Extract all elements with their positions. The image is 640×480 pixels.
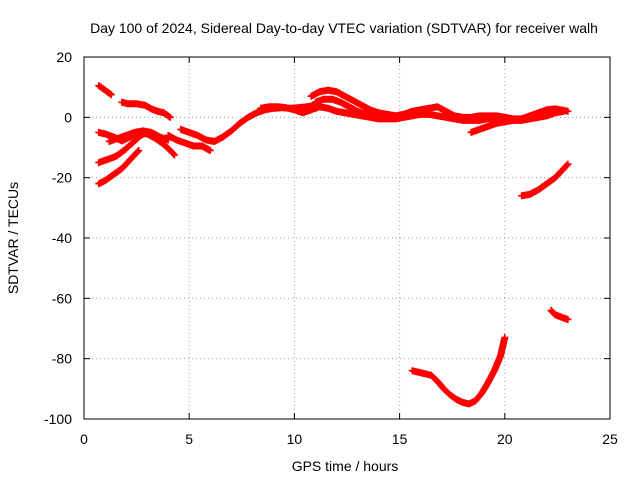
series-arc-1 [95,82,115,99]
y-tick-label: 20 [56,49,72,65]
series-arc-12 [467,105,572,136]
series-markers [518,160,572,200]
y-tick-label: -60 [52,290,72,306]
series-arc-2 [118,98,174,121]
series-arc-14 [547,306,572,323]
series-layer [95,82,572,408]
y-tick-label: -40 [52,230,72,246]
series-markers [95,147,143,188]
series-markers [307,86,526,123]
y-tick-label: -80 [52,351,72,367]
y-axis-title: SDTVAR / TECUs [5,182,21,294]
series-markers [95,128,151,167]
x-tick-label: 10 [287,431,303,447]
x-tick-label: 5 [185,431,193,447]
series-arc-7 [164,131,214,155]
series-arc-13 [518,160,572,200]
series-arc-10 [307,86,526,123]
x-tick-label: 0 [80,431,88,447]
x-tick-label: 20 [497,431,513,447]
y-tick-label: 0 [64,109,72,125]
x-tick-label: 15 [392,431,408,447]
series-arc-5 [95,128,151,167]
series-markers [164,131,214,155]
chart-title: Day 100 of 2024, Sidereal Day-to-day VTE… [90,20,598,36]
series-arc-6 [95,147,143,188]
series-arc-15 [408,334,509,408]
series-arc-11 [311,95,378,121]
y-tick-label: -20 [52,170,72,186]
x-axis-title: GPS time / hours [292,458,399,474]
series-markers [547,306,572,323]
x-tick-label: 25 [602,431,618,447]
series-markers [311,95,378,121]
series-markers [95,82,115,99]
y-tick-label: -100 [44,411,72,427]
series-markers [118,98,174,121]
tick-layer: -100 -80 -60 -40 -20 0 20 0 5 10 15 20 25 [44,49,618,447]
series-markers [408,334,509,408]
series-markers [467,105,572,136]
